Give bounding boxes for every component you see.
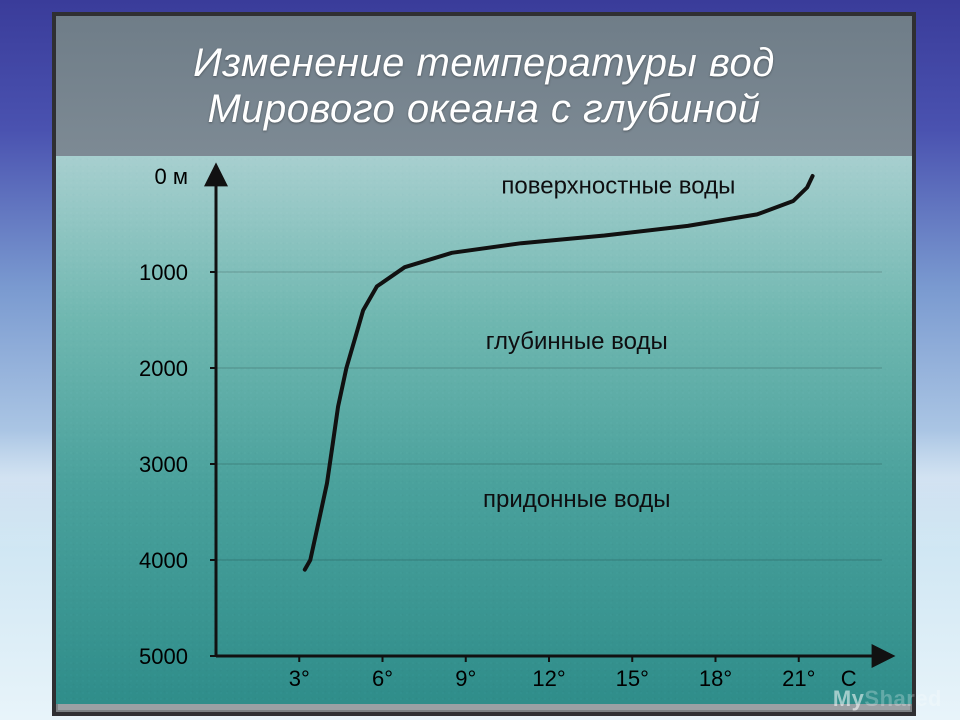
y-tick-label: 5000: [139, 644, 188, 669]
chart-area: 0 м 1000 2000 3000 4000 5000 3° 6° 9° 12° 15° 18° 21…: [56, 156, 912, 704]
x-tick-label: 9°: [455, 666, 476, 691]
title-line-2: Мирового океана с глубиной: [207, 86, 760, 132]
x-tick-label: 3°: [289, 666, 310, 691]
figure-panel: Изменение температуры вод Мирового океан…: [52, 12, 916, 716]
title-line-1: Изменение температуры вод: [193, 40, 775, 86]
x-tick-label: 18°: [699, 666, 732, 691]
figure-title: Изменение температуры вод Мирового океан…: [56, 16, 912, 156]
x-tick-label: 21°: [782, 666, 815, 691]
layer-label: придонные воды: [483, 486, 670, 513]
x-unit-label: С: [841, 666, 857, 691]
x-tick-label: 15°: [616, 666, 649, 691]
x-tick-label: 6°: [372, 666, 393, 691]
y-tick-label: 1000: [139, 260, 188, 285]
x-tick-label: 12°: [532, 666, 565, 691]
slide-stage: Изменение температуры вод Мирового океан…: [0, 0, 960, 720]
layer-label: поверхностные воды: [501, 172, 735, 199]
layer-label: глубинные воды: [486, 328, 668, 355]
y-tick-label: 4000: [139, 548, 188, 573]
y-tick-label: 0 м: [155, 164, 188, 189]
y-tick-label: 3000: [139, 452, 188, 477]
chart-svg: 0 м 1000 2000 3000 4000 5000 3° 6° 9° 12° 15° 18° 21…: [56, 156, 912, 704]
y-tick-label: 2000: [139, 356, 188, 381]
